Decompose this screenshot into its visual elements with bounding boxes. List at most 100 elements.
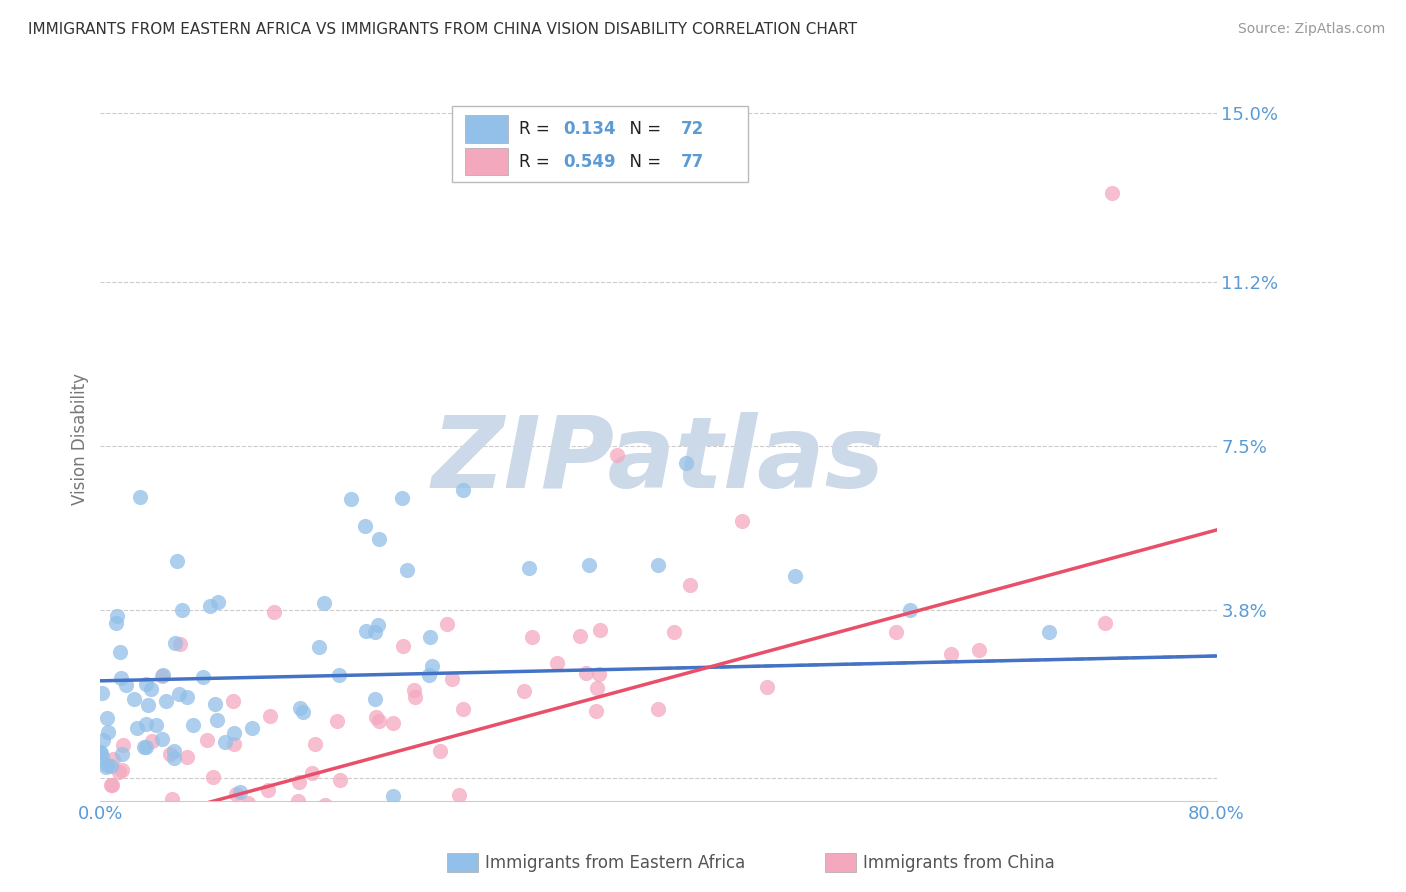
- Point: [207, 595, 229, 609]
- Point: [436, 616, 458, 631]
- Point: [546, 656, 568, 670]
- Point: [127, 806, 149, 821]
- Point: [392, 639, 415, 653]
- Point: [176, 690, 198, 704]
- Point: [328, 667, 350, 681]
- Point: [111, 763, 134, 777]
- Point: [221, 694, 243, 708]
- Point: [453, 701, 475, 715]
- Point: [420, 659, 443, 673]
- Point: [169, 637, 191, 651]
- Point: [575, 666, 598, 681]
- Point: [588, 667, 610, 681]
- Point: [647, 558, 669, 573]
- Point: [238, 796, 260, 810]
- Point: [433, 806, 456, 821]
- Point: [176, 806, 198, 821]
- Point: [304, 737, 326, 751]
- Point: [198, 599, 221, 613]
- Point: [108, 764, 131, 779]
- Point: [136, 698, 159, 712]
- Point: [110, 747, 132, 761]
- Point: [129, 490, 152, 504]
- Point: [91, 750, 114, 764]
- Point: [135, 676, 157, 690]
- Point: [91, 732, 114, 747]
- Point: [89, 745, 111, 759]
- Point: [402, 682, 425, 697]
- Point: [229, 785, 252, 799]
- Point: [98, 806, 121, 821]
- Point: [202, 770, 225, 784]
- Text: N =: N =: [620, 153, 666, 171]
- Point: [111, 738, 134, 752]
- Point: [326, 714, 349, 728]
- Point: [163, 744, 186, 758]
- Point: [134, 740, 156, 755]
- Text: 0.549: 0.549: [564, 153, 616, 171]
- Point: [1094, 616, 1116, 631]
- Point: [785, 569, 807, 583]
- Text: IMMIGRANTS FROM EASTERN AFRICA VS IMMIGRANTS FROM CHINA VISION DISABILITY CORREL: IMMIGRANTS FROM EASTERN AFRICA VS IMMIGR…: [28, 22, 858, 37]
- Point: [139, 682, 162, 697]
- Point: [301, 766, 323, 780]
- Point: [449, 788, 471, 802]
- Point: [969, 642, 991, 657]
- Point: [418, 668, 440, 682]
- Point: [382, 789, 405, 804]
- Text: N =: N =: [620, 120, 666, 137]
- Point: [225, 787, 247, 801]
- Point: [152, 667, 174, 681]
- Text: 72: 72: [681, 120, 704, 137]
- Point: [97, 806, 120, 821]
- Point: [96, 711, 118, 725]
- Point: [150, 732, 173, 747]
- Point: [118, 806, 141, 821]
- Point: [110, 645, 132, 659]
- Point: [160, 792, 183, 806]
- Point: [100, 759, 122, 773]
- Point: [287, 794, 309, 808]
- Point: [172, 603, 194, 617]
- Point: [143, 806, 166, 821]
- Point: [517, 560, 540, 574]
- Point: [664, 624, 686, 639]
- Point: [90, 686, 112, 700]
- Point: [429, 744, 451, 758]
- Text: Immigrants from Eastern Africa: Immigrants from Eastern Africa: [485, 854, 745, 871]
- Point: [308, 640, 330, 655]
- Point: [354, 518, 377, 533]
- Point: [941, 647, 963, 661]
- Point: [368, 532, 391, 546]
- Point: [364, 624, 387, 639]
- Point: [100, 778, 122, 792]
- Point: [679, 578, 702, 592]
- Point: [122, 691, 145, 706]
- Point: [204, 698, 226, 712]
- Point: [110, 671, 132, 685]
- Point: [586, 681, 609, 695]
- Point: [204, 806, 226, 821]
- Text: R =: R =: [519, 120, 555, 137]
- Point: [263, 605, 285, 619]
- Point: [382, 716, 405, 731]
- Point: [135, 716, 157, 731]
- Point: [152, 668, 174, 682]
- Point: [364, 691, 387, 706]
- Point: [647, 702, 669, 716]
- Point: [675, 457, 697, 471]
- Point: [219, 806, 242, 821]
- Point: [368, 714, 391, 729]
- Point: [522, 630, 544, 644]
- Point: [513, 684, 536, 698]
- Point: [396, 563, 419, 577]
- Point: [367, 618, 389, 632]
- Point: [1038, 625, 1060, 640]
- Point: [155, 693, 177, 707]
- Text: 0.134: 0.134: [564, 120, 616, 137]
- Text: R =: R =: [519, 153, 555, 171]
- Point: [1101, 186, 1123, 200]
- Point: [288, 700, 311, 714]
- Text: 77: 77: [681, 153, 704, 171]
- Point: [141, 734, 163, 748]
